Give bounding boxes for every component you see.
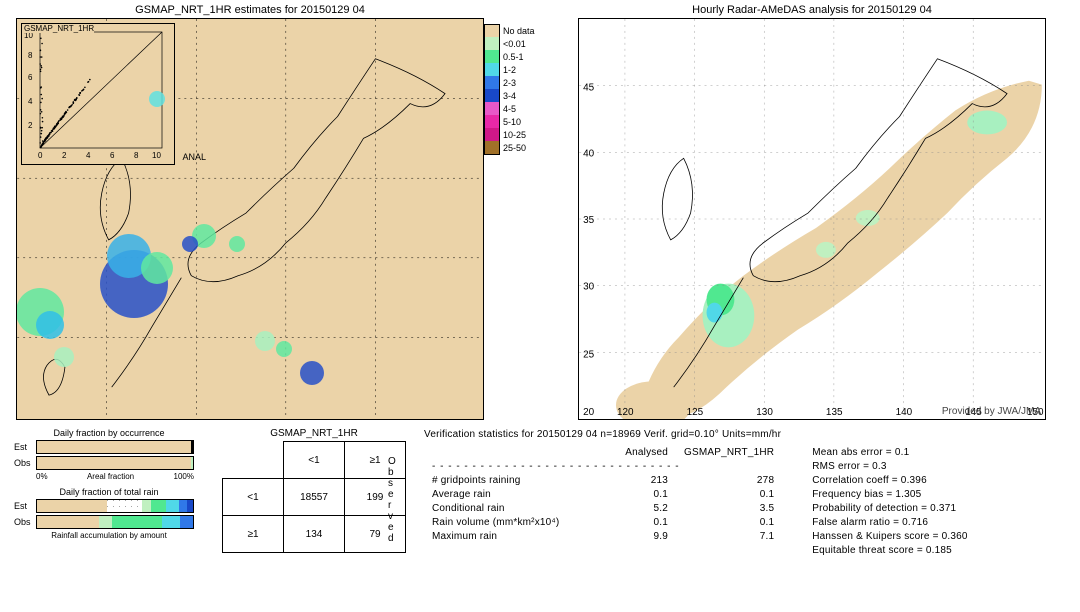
- fraction-bars: Daily fraction by occurrence Est Obs 0% …: [14, 428, 204, 558]
- colorbar-row: 2-3: [484, 76, 564, 89]
- svg-text:2: 2: [28, 121, 33, 130]
- ct-row-1: ≥1: [223, 516, 284, 553]
- verif-row: Rain volume (mm*km²x10⁴)0.10.1: [424, 516, 782, 530]
- colorbar-row: 5-10: [484, 115, 564, 128]
- verif-row: Average rain0.10.1: [424, 488, 782, 502]
- score-row: Correlation coeff = 0.396: [812, 474, 967, 488]
- svg-text:140: 140: [896, 407, 913, 418]
- svg-text:130: 130: [756, 407, 773, 418]
- frac-occ-title: Daily fraction by occurrence: [14, 428, 204, 438]
- precip-blob: [276, 341, 292, 357]
- colorbar-row: 0.5-1: [484, 50, 564, 63]
- obs-label: Obs: [14, 458, 36, 468]
- provided-label: Provided by JWA/JMA: [942, 406, 1041, 417]
- colorbar-row: 25-50: [484, 141, 564, 154]
- svg-text:40: 40: [583, 148, 595, 159]
- colorbar-row: <0.01: [484, 37, 564, 50]
- verif-row: # gridpoints raining213278: [424, 474, 782, 488]
- colorbar-row: 4-5: [484, 102, 564, 115]
- precip-blob: [255, 331, 275, 351]
- axis-left: 0%: [36, 472, 48, 481]
- bar-rain-obs: [36, 515, 194, 529]
- bar-occ-est: [36, 440, 194, 454]
- precip-blob: [54, 347, 74, 367]
- hdr-analysed: Analysed: [610, 446, 676, 460]
- precip-blob: [229, 236, 245, 252]
- score-row: Frequency bias = 1.305: [812, 488, 967, 502]
- contingency-table: GSMAP_NRT_1HR <1 ≥1 <1 18557 199 ≥1 134 …: [214, 428, 414, 558]
- left-map-panel: GSMAP_NRT_1HR estimates for 20150129 04: [16, 4, 484, 420]
- right-map: 20 25 30 35 40 45 120125130 135140145 15…: [578, 18, 1046, 420]
- inset-title: GSMAP_NRT_1HR: [24, 24, 94, 33]
- score-row: Hanssen & Kuipers score = 0.360: [812, 530, 967, 544]
- verification-stats: Verification statistics for 20150129 04 …: [424, 428, 968, 558]
- score-row: False alarm ratio = 0.716: [812, 516, 967, 530]
- ct-title: GSMAP_NRT_1HR: [214, 428, 414, 439]
- precip-blob: [300, 361, 324, 385]
- right-map-title: Hourly Radar-AMeDAS analysis for 2015012…: [578, 4, 1046, 16]
- svg-text:4: 4: [28, 97, 33, 106]
- svg-text:8: 8: [134, 151, 139, 160]
- bar-rain-est: [36, 499, 194, 513]
- svg-text:35: 35: [583, 215, 595, 226]
- ct-row-0: <1: [223, 479, 284, 516]
- svg-text:10: 10: [152, 151, 161, 160]
- score-row: Mean abs error = 0.1: [812, 446, 967, 460]
- verif-row: Maximum rain9.97.1: [424, 530, 782, 544]
- svg-text:25: 25: [583, 349, 595, 360]
- score-row: RMS error = 0.3: [812, 460, 967, 474]
- right-map-svg: 20 25 30 35 40 45 120125130 135140145 15…: [579, 19, 1045, 419]
- right-map-panel: Hourly Radar-AMeDAS analysis for 2015012…: [578, 4, 1046, 420]
- svg-text:8: 8: [28, 51, 33, 60]
- colorbar-row: 1-2: [484, 63, 564, 76]
- bar-occ-obs: [36, 456, 194, 470]
- svg-text:0: 0: [38, 151, 43, 160]
- left-map-title: GSMAP_NRT_1HR estimates for 20150129 04: [16, 4, 484, 16]
- svg-text:20: 20: [583, 407, 595, 418]
- svg-text:2: 2: [62, 151, 67, 160]
- colorbar-row: 10-25: [484, 128, 564, 141]
- axis-mid: Areal fraction: [87, 472, 134, 481]
- ct-00: 18557: [284, 479, 345, 516]
- ct-10: 134: [284, 516, 345, 553]
- svg-text:120: 120: [617, 407, 634, 418]
- svg-text:6: 6: [28, 73, 33, 82]
- svg-text:30: 30: [583, 282, 595, 293]
- left-map: GSMAP_NRT_1HR 024 6810 246 810 ANAL: [16, 18, 484, 420]
- obs-label-2: Obs: [14, 517, 36, 527]
- est-label-2: Est: [14, 501, 36, 511]
- frac-rain-title: Daily fraction of total rain: [14, 487, 204, 497]
- colorbar-row: 3-4: [484, 89, 564, 102]
- svg-text:125: 125: [687, 407, 704, 418]
- precip-blob: [36, 311, 64, 339]
- axis-right: 100%: [174, 472, 194, 481]
- score-row: Probability of detection = 0.371: [812, 502, 967, 516]
- colorbar-row: No data: [484, 24, 564, 37]
- score-block: Mean abs error = 0.1RMS error = 0.3Corre…: [812, 446, 967, 558]
- inset-anal-label: ANAL: [182, 152, 206, 162]
- verif-row: Conditional rain5.23.5: [424, 502, 782, 516]
- svg-text:135: 135: [826, 407, 843, 418]
- colorbar: No data<0.010.5-11-22-33-44-55-1010-2525…: [484, 24, 564, 154]
- est-label: Est: [14, 442, 36, 452]
- svg-text:4: 4: [86, 151, 91, 160]
- ct-side-label: Observed: [388, 456, 398, 544]
- svg-text:6: 6: [110, 151, 115, 160]
- dashline: - - - - - - - - - - - - - - - - - - - - …: [424, 460, 782, 474]
- hdr-model: GSMAP_NRT_1HR: [676, 446, 782, 460]
- ct-col-0: <1: [284, 442, 345, 479]
- frac-rain-footer: Rainfall accumulation by amount: [14, 531, 204, 540]
- svg-text:45: 45: [583, 83, 595, 94]
- score-row: Equitable threat score = 0.185: [812, 544, 967, 558]
- verif-title: Verification statistics for 20150129 04 …: [424, 428, 968, 442]
